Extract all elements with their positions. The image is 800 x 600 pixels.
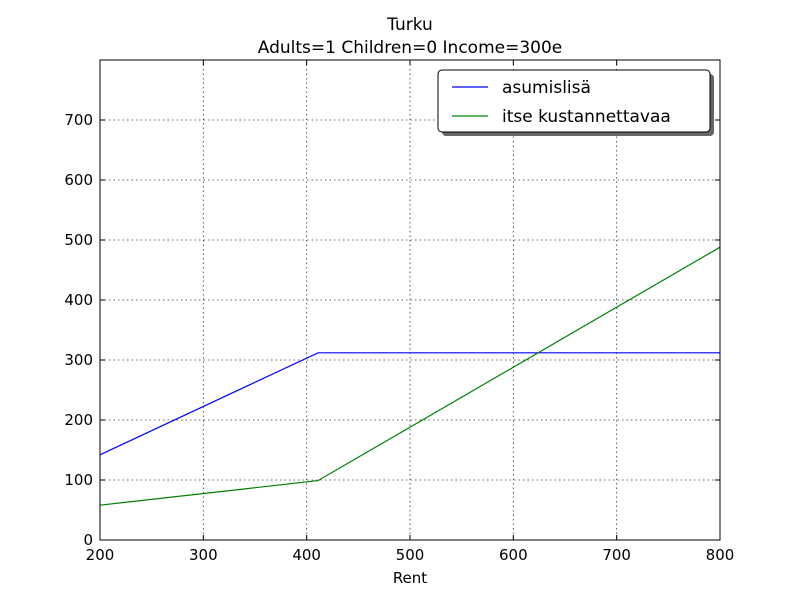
x-tick-label: 800 (706, 546, 735, 564)
y-tick-label: 200 (64, 411, 93, 429)
y-tick-label: 500 (64, 231, 93, 249)
y-tick-label: 300 (64, 351, 93, 369)
legend-box (437, 69, 711, 133)
ticks: 200 300 400 500 600 700 800 0 100 200 300 400 500 600… (64, 60, 734, 564)
chart-title: Turku (386, 15, 433, 35)
x-axis-label: Rent (393, 569, 427, 587)
series-lines (99, 246, 721, 506)
x-tick-label: 400 (292, 546, 321, 564)
legend-label-1: itse kustannettavaa (502, 107, 671, 127)
legend: asumislisä itse kustannettavaa (437, 69, 714, 136)
series-line-1 (99, 246, 721, 506)
x-tick-label: 300 (189, 546, 218, 564)
legend-label-0: asumislisä (502, 78, 591, 98)
x-tick-label: 200 (86, 546, 115, 564)
y-tick-label: 700 (64, 111, 93, 129)
y-tick-label: 400 (64, 291, 93, 309)
y-tick-label: 600 (64, 171, 93, 189)
y-tick-label: 0 (83, 531, 93, 549)
x-tick-label: 500 (396, 546, 425, 564)
series-line-0 (99, 352, 720, 456)
x-tick-label: 700 (602, 546, 631, 564)
y-tick-label: 100 (64, 471, 93, 489)
chart-subtitle: Adults=1 Children=0 Income=300e (258, 38, 563, 58)
x-tick-label: 600 (499, 546, 528, 564)
